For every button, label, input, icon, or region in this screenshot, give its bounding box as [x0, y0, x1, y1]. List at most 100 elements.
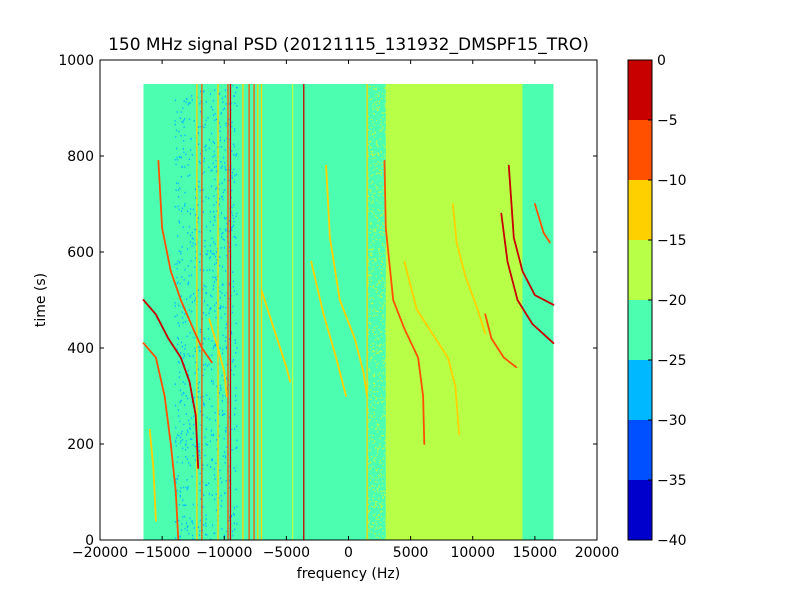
noise-speckle [381, 401, 383, 403]
noise-speckle [368, 274, 370, 276]
noise-speckle [193, 415, 195, 417]
noise-speckle [212, 434, 215, 437]
noise-speckle [184, 515, 186, 518]
noise-speckle [369, 450, 371, 452]
noise-speckle [178, 503, 180, 506]
noise-speckle [377, 152, 380, 155]
noise-speckle [372, 375, 374, 377]
noise-speckle [371, 153, 374, 155]
noise-speckle [375, 259, 377, 261]
noise-speckle [200, 424, 202, 426]
noise-speckle [380, 230, 382, 233]
noise-speckle [369, 85, 371, 88]
noise-speckle [375, 186, 378, 188]
noise-speckle [371, 415, 373, 417]
noise-speckle [383, 361, 385, 363]
noise-speckle [376, 469, 378, 471]
noise-speckle [375, 238, 377, 240]
noise-speckle [378, 385, 380, 388]
noise-speckle [378, 248, 380, 250]
noise-speckle [208, 355, 210, 358]
noise-speckle [212, 210, 215, 213]
noise-speckle [380, 280, 382, 282]
noise-speckle [199, 472, 201, 475]
noise-speckle [179, 494, 181, 497]
noise-speckle [372, 151, 374, 153]
noise-speckle [183, 423, 185, 426]
noise-speckle [382, 386, 384, 388]
noise-speckle [369, 360, 371, 362]
noise-speckle [177, 409, 180, 411]
noise-speckle [199, 268, 201, 271]
noise-speckle [374, 360, 376, 362]
noise-speckle [181, 165, 183, 168]
noise-speckle [371, 485, 374, 488]
noise-speckle [376, 140, 378, 142]
noise-speckle [377, 146, 379, 148]
noise-speckle [377, 489, 379, 491]
noise-speckle [381, 93, 384, 95]
noise-speckle [218, 286, 220, 288]
noise-speckle [203, 126, 205, 128]
noise-speckle [379, 215, 382, 217]
noise-speckle [371, 296, 374, 299]
noise-speckle [231, 150, 233, 152]
noise-speckle [216, 169, 218, 171]
noise-speckle [223, 247, 225, 249]
noise-speckle [177, 182, 179, 185]
noise-speckle [370, 150, 373, 153]
noise-speckle [209, 244, 212, 247]
noise-speckle [200, 396, 202, 399]
noise-speckle [368, 368, 370, 370]
noise-speckle [198, 534, 200, 537]
noise-speckle [213, 216, 215, 218]
noise-speckle [175, 436, 178, 439]
noise-speckle [192, 503, 194, 506]
noise-speckle [371, 426, 373, 428]
noise-speckle [370, 98, 373, 100]
noise-speckle [222, 283, 224, 286]
noise-speckle [189, 101, 191, 104]
noise-speckle [383, 415, 385, 417]
noise-speckle [223, 139, 226, 142]
noise-speckle [183, 140, 185, 142]
noise-speckle [370, 526, 372, 528]
noise-speckle [235, 154, 237, 157]
noise-speckle [382, 127, 384, 129]
noise-speckle [220, 316, 222, 319]
noise-speckle [211, 524, 214, 527]
noise-speckle [232, 84, 234, 87]
noise-speckle [215, 262, 217, 264]
noise-speckle [175, 163, 177, 166]
noise-speckle [384, 358, 387, 361]
noise-speckle [228, 465, 230, 468]
noise-speckle [188, 158, 191, 161]
noise-speckle [379, 345, 381, 348]
noise-speckle [378, 513, 380, 516]
noise-speckle [377, 172, 379, 174]
noise-speckle [377, 220, 379, 222]
noise-speckle [378, 106, 381, 108]
noise-speckle [212, 99, 214, 102]
noise-speckle [383, 456, 385, 459]
noise-speckle [213, 345, 215, 347]
x-tick-label: −20000 [72, 545, 128, 561]
noise-speckle [376, 337, 378, 339]
noise-speckle [375, 457, 377, 459]
noise-speckle [367, 282, 370, 284]
noise-speckle [384, 516, 387, 518]
noise-speckle [224, 168, 226, 171]
noise-speckle [381, 214, 383, 216]
noise-speckle [202, 464, 204, 466]
noise-speckle [377, 491, 379, 493]
noise-speckle [209, 418, 211, 421]
noise-speckle [195, 297, 197, 300]
noise-speckle [370, 147, 372, 149]
noise-speckle [382, 304, 384, 306]
noise-speckle [374, 501, 377, 503]
colorbar: 0 −5 −10 −15 −20 −25 −30 −35 −40 [627, 53, 687, 549]
noise-speckle [383, 121, 386, 123]
noise-speckle [209, 93, 212, 95]
noise-speckle [187, 369, 189, 372]
noise-speckle [369, 277, 371, 279]
